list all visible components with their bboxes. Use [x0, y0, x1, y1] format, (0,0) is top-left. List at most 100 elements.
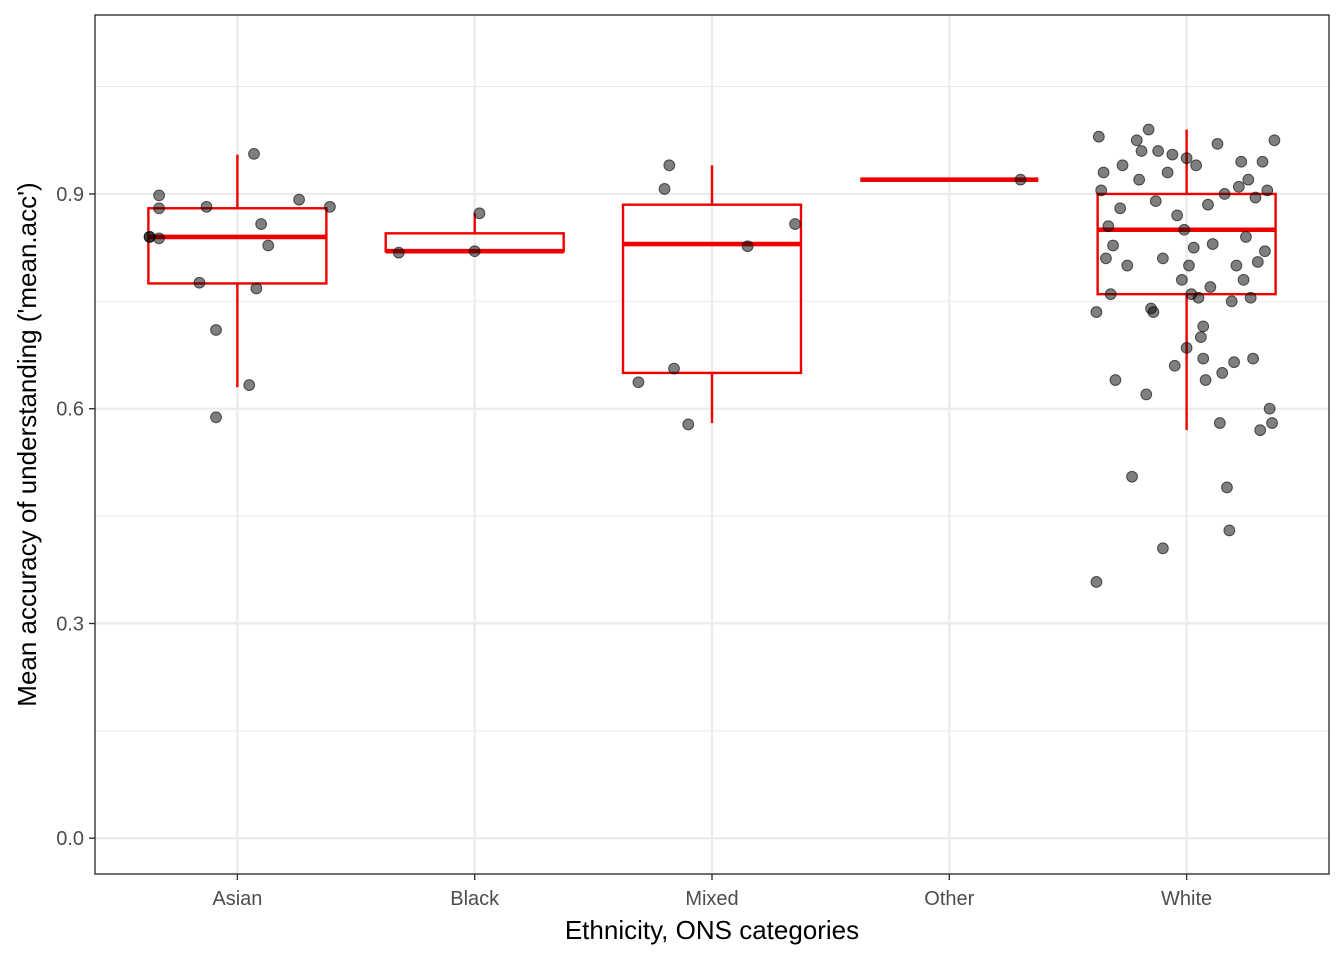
x-tick-label: White: [1161, 888, 1212, 910]
y-tick-label: 0.9: [56, 184, 84, 206]
data-point: [1237, 273, 1250, 286]
data-point: [1197, 320, 1210, 333]
data-point: [1014, 173, 1027, 186]
box-asian: [147, 154, 328, 388]
data-point: [1199, 374, 1212, 386]
x-tick-label: Mixed: [685, 888, 738, 910]
data-point: [1230, 259, 1243, 272]
data-point: [1242, 173, 1255, 186]
data-point: [1156, 252, 1169, 265]
data-point: [153, 232, 165, 245]
data-point: [1254, 424, 1267, 437]
data-point: [473, 207, 486, 220]
data-point: [663, 159, 676, 172]
data-point: [1180, 341, 1193, 354]
data-point: [682, 418, 695, 431]
data-point: [1211, 137, 1224, 150]
data-point: [1171, 209, 1184, 222]
y-axis: 0.0 0.3 0.6 0.9: [56, 184, 95, 850]
data-point: [1268, 134, 1281, 147]
data-point: [1092, 130, 1105, 143]
data-point: [1249, 191, 1262, 204]
y-tick-label: 0.3: [56, 613, 84, 635]
x-tick-label: Asian: [212, 888, 262, 910]
data-point: [1140, 388, 1153, 401]
data-point: [1180, 152, 1193, 165]
data-point: [658, 183, 671, 195]
data-point: [1166, 148, 1179, 161]
data-point: [1107, 239, 1119, 252]
data-point: [1190, 159, 1203, 172]
data-point: [1194, 331, 1207, 344]
data-point: [153, 202, 165, 215]
box-mixed: [621, 165, 803, 424]
box-body: [621, 203, 803, 375]
data-point: [1235, 155, 1248, 168]
x-tick-label: Black: [450, 888, 500, 910]
data-point: [293, 193, 305, 206]
data-point: [1228, 356, 1240, 369]
y-tick-label: 0.6: [56, 399, 84, 421]
x-axis-title: Ethnicity, ONS categories: [565, 915, 859, 945]
data-point: [1232, 180, 1245, 193]
data-point: [1090, 576, 1103, 588]
data-point: [1114, 202, 1127, 215]
data-point: [1244, 291, 1257, 304]
data-point: [1104, 288, 1117, 301]
data-point: [1161, 166, 1174, 179]
data-point: [632, 376, 645, 389]
data-point: [250, 282, 263, 295]
x-axis: Asian Black Mixed Other White: [212, 874, 1212, 910]
y-axis-title: Mean accuracy of understanding ('mean.ac…: [12, 182, 42, 706]
data-point: [1090, 306, 1103, 318]
x-tick-label: Other: [924, 888, 974, 910]
data-point: [210, 324, 222, 336]
data-point: [1218, 188, 1231, 200]
data-point: [1147, 306, 1160, 318]
data-point: [200, 200, 213, 213]
y-tick-label: 0.0: [56, 828, 84, 850]
data-point: [1126, 470, 1138, 483]
data-point: [1221, 481, 1233, 494]
data-point: [1240, 231, 1252, 243]
data-point: [1256, 155, 1269, 168]
data-point: [1095, 184, 1108, 197]
data-point: [243, 379, 256, 391]
data-point: [1142, 123, 1155, 136]
data-point: [193, 276, 206, 289]
data-point: [1259, 245, 1271, 258]
data-point: [741, 240, 754, 253]
data-point: [1225, 295, 1238, 308]
data-point: [1213, 417, 1226, 429]
data-point: [1168, 359, 1181, 372]
data-point: [468, 245, 481, 258]
data-point: [1206, 238, 1219, 250]
data-point: [1263, 402, 1276, 415]
data-point: [1192, 291, 1205, 304]
data-point: [324, 200, 336, 213]
data-point: [1100, 252, 1112, 265]
data-point: [1135, 145, 1148, 157]
data-point: [1183, 259, 1195, 272]
data-point: [1149, 195, 1162, 208]
data-point: [1152, 145, 1165, 157]
data-point: [1187, 241, 1200, 254]
point-series: [143, 123, 1281, 588]
data-point: [1266, 417, 1278, 429]
data-point: [1204, 281, 1217, 293]
data-point: [1102, 220, 1115, 233]
data-point: [210, 411, 222, 424]
data-point: [262, 239, 275, 252]
data-point: [1121, 259, 1134, 272]
data-point: [1261, 184, 1274, 197]
data-point: [1223, 524, 1236, 537]
data-point: [248, 147, 260, 160]
data-point: [1133, 173, 1146, 186]
data-point: [1175, 273, 1188, 286]
data-point: [1247, 352, 1259, 365]
data-point: [255, 218, 268, 230]
data-point: [1202, 198, 1214, 211]
data-point: [1130, 134, 1143, 147]
